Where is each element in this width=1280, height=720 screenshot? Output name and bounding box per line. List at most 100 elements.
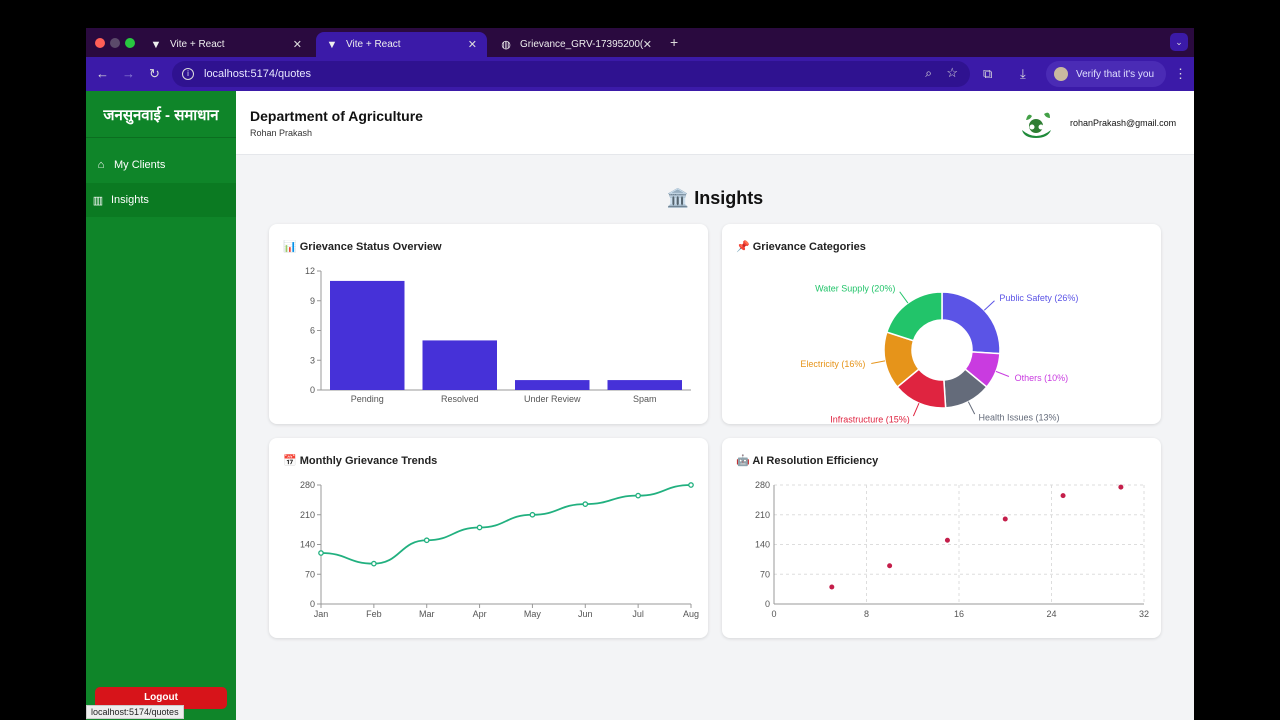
sidebar-item-insights[interactable]: ▥ Insights [86,183,240,217]
forward-arrow-icon[interactable]: → [122,66,135,81]
y-tick-label: 70 [305,569,315,579]
close-tab-icon[interactable]: ✕ [642,39,652,51]
x-tick-label: Jun [578,609,593,619]
slice-label: Public Safety (26%) [999,293,1078,303]
tab-title: Grievance_GRV-17395200( [520,39,644,50]
y-tick-label: 210 [300,510,315,520]
status-overview-card: 📊 Grievance Status Overview 0 3 6 9 12 Pendin… [269,224,708,424]
close-window-button[interactable] [95,38,105,48]
data-point [371,560,377,567]
main-content: 🏛️ Insights 📊 Grievance Status Overview … [236,155,1194,720]
slice-label: Others (10%) [1015,373,1069,383]
sidebar: जनसुनवाई - समाधान ⌂ My Clients ▥ Insight… [86,91,240,720]
tab-search-button[interactable]: ⌄ [1170,33,1188,51]
download-icon[interactable]: ⤓ [1020,66,1026,81]
user-email: rohanPrakash@gmail.com [1070,118,1177,128]
new-tab-button[interactable]: + [670,34,679,50]
vite-icon: ▼ [150,38,162,51]
bookmark-star-icon[interactable]: ☆ [946,65,958,80]
slice-label: Infrastructure (15%) [830,415,910,424]
browser-tab-3[interactable]: ◍ Grievance_GRV-17395200( ✕ [490,32,662,57]
url-text[interactable]: localhost:5174/quotes [204,68,312,80]
data-point [1118,484,1124,490]
slice-label: Electricity (16%) [800,359,865,369]
data-point [944,537,950,543]
x-tick-label: Pending [351,394,384,404]
y-tick-label: 70 [760,569,770,579]
home-icon: ⌂ [97,159,105,171]
pie-slice [885,291,943,342]
address-bar[interactable]: i localhost:5174/quotes ⌕ ☆ [172,61,970,87]
x-tick-label: May [524,609,542,619]
categories-card: 📌 Grievance Categories Public Safety (26… [722,224,1161,424]
x-tick-label: Resolved [441,394,479,404]
tab-bar: ▼ Vite + React ✕ ▼ Vite + React ✕ ◍ Grie… [86,28,1194,57]
x-tick-label: Jul [632,609,644,619]
label-leader [899,291,909,304]
data-point [318,550,324,556]
tab-title: Vite + React [170,39,225,50]
categories-donut-chart: Public Safety (26%) Others (10%) Health Is… [800,284,1078,424]
bar [422,340,497,390]
avatar [1054,67,1068,81]
sidebar-item-my-clients[interactable]: ⌂ My Clients [86,148,236,182]
data-point [688,482,694,488]
bar [330,280,405,390]
y-tick-label: 280 [755,480,770,490]
bar [515,380,590,390]
data-point [635,492,641,499]
data-point [423,537,430,544]
ai-efficiency-scatter-chart: 0 70 140 210 280 0 8 16 24 32 [755,480,1149,619]
x-tick-label: Under Review [524,394,581,404]
card-title: 🤖 AI Resolution Efficiency [736,455,879,467]
browser-tab-1[interactable]: ▼ Vite + React ✕ [140,32,312,57]
minimize-window-button[interactable] [110,38,120,48]
divider [86,137,236,138]
close-tab-icon[interactable]: ✕ [467,39,477,51]
close-tab-icon[interactable]: ✕ [292,39,302,51]
department-title: Department of Agriculture [250,108,423,124]
data-point [829,584,835,590]
x-tick-label: 32 [1139,609,1149,619]
slice-label: Water Supply (20%) [815,284,895,294]
y-tick-label: 3 [310,355,315,365]
y-tick-label: 0 [310,385,315,395]
card-title: 📅 Monthly Grievance Trends [283,455,438,467]
verify-profile-button[interactable]: Verify that it's you [1046,61,1166,87]
x-tick-label: Aug [683,609,699,619]
logout-button[interactable]: Logout [95,687,227,709]
vite-icon: ▼ [326,38,338,51]
y-tick-label: 140 [755,540,770,550]
extensions-icon[interactable]: ⧉ [983,66,993,81]
ai-efficiency-card: 🤖 AI Resolution Efficiency 0 70 140 210 280 0… [722,438,1161,638]
x-tick-label: Feb [366,609,382,619]
maximize-window-button[interactable] [125,38,135,48]
verify-label: Verify that it's you [1076,68,1155,80]
zoom-icon[interactable]: ⌕ [925,66,932,80]
more-menu-icon[interactable]: ⋮ [1174,66,1187,81]
y-tick-label: 9 [310,296,315,306]
label-leader [912,403,920,417]
x-tick-label: 0 [771,609,776,619]
label-leader [995,370,1010,377]
globe-icon: ◍ [501,38,511,51]
data-point [1002,516,1008,522]
series-line [320,484,692,565]
y-tick-label: 210 [755,510,770,520]
card-title: 📊 Grievance Status Overview [283,241,442,253]
browser-tab-2[interactable]: ▼ Vite + React ✕ [316,32,487,57]
x-tick-label: 16 [954,609,964,619]
monthly-trends-line-chart: 0 70 140 210 280 Jan Feb Mar Apr May Jun Jul Aug [300,480,699,619]
back-arrow-icon[interactable]: ← [96,66,109,81]
page-title: 🏛️ Insights [666,188,764,208]
x-tick-label: Mar [419,609,435,619]
data-point [529,511,536,518]
y-tick-label: 0 [765,599,770,609]
tab-title: Vite + React [346,39,401,50]
sidebar-item-label: My Clients [114,159,166,171]
reload-icon[interactable]: ↻ [149,66,160,81]
label-leader [967,401,976,415]
data-point [582,501,589,507]
site-info-icon[interactable]: i [182,68,194,80]
app-brand: जनसुनवाई - समाधान [103,107,219,124]
